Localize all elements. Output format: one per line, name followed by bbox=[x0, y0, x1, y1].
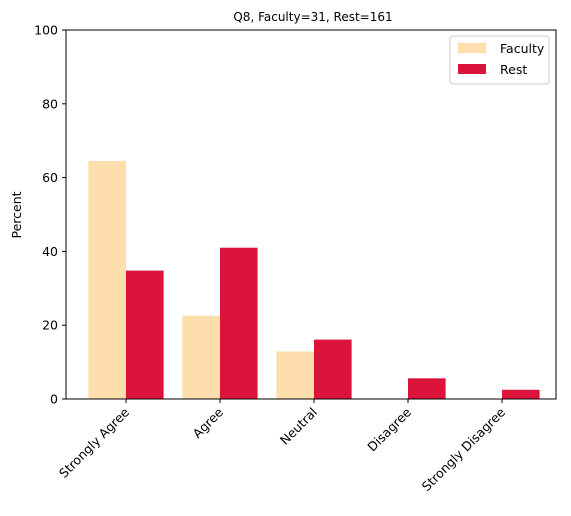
y-tick-label: 20 bbox=[42, 318, 58, 333]
bar-faculty-neutral bbox=[276, 351, 314, 399]
legend-swatch-rest bbox=[458, 64, 486, 74]
legend-label-rest: Rest bbox=[500, 62, 527, 77]
y-tick-label: 60 bbox=[42, 170, 58, 185]
x-tick-label: Neutral bbox=[277, 405, 320, 448]
bar-faculty-strongly-agree bbox=[88, 160, 126, 399]
bars-layer bbox=[88, 160, 540, 399]
legend-label-faculty: Faculty bbox=[500, 41, 545, 56]
y-axis-label: Percent bbox=[9, 191, 24, 238]
bar-rest-neutral bbox=[314, 339, 352, 399]
legend: Faculty Rest bbox=[449, 35, 550, 85]
y-tick-label: 0 bbox=[50, 392, 58, 407]
chart-title: Q8, Faculty=31, Rest=161 bbox=[233, 10, 392, 24]
y-tick-label: 40 bbox=[42, 244, 58, 259]
x-tick-label: Strongly Disagree bbox=[419, 404, 509, 494]
bar-rest-strongly-agree bbox=[126, 270, 164, 399]
bar-rest-strongly-disagree bbox=[502, 389, 540, 399]
x-tick-label: Disagree bbox=[364, 404, 414, 454]
y-tick-label: 100 bbox=[34, 23, 58, 38]
bar-rest-disagree bbox=[408, 378, 446, 399]
plot-frame bbox=[65, 29, 557, 400]
bar-rest-agree bbox=[220, 247, 258, 399]
y-tick-label: 80 bbox=[42, 96, 58, 111]
bar-faculty-agree bbox=[182, 315, 220, 399]
x-tick-label: Agree bbox=[190, 404, 227, 441]
x-tick-label: Strongly Agree bbox=[56, 404, 132, 480]
legend-swatch-faculty bbox=[458, 43, 486, 53]
